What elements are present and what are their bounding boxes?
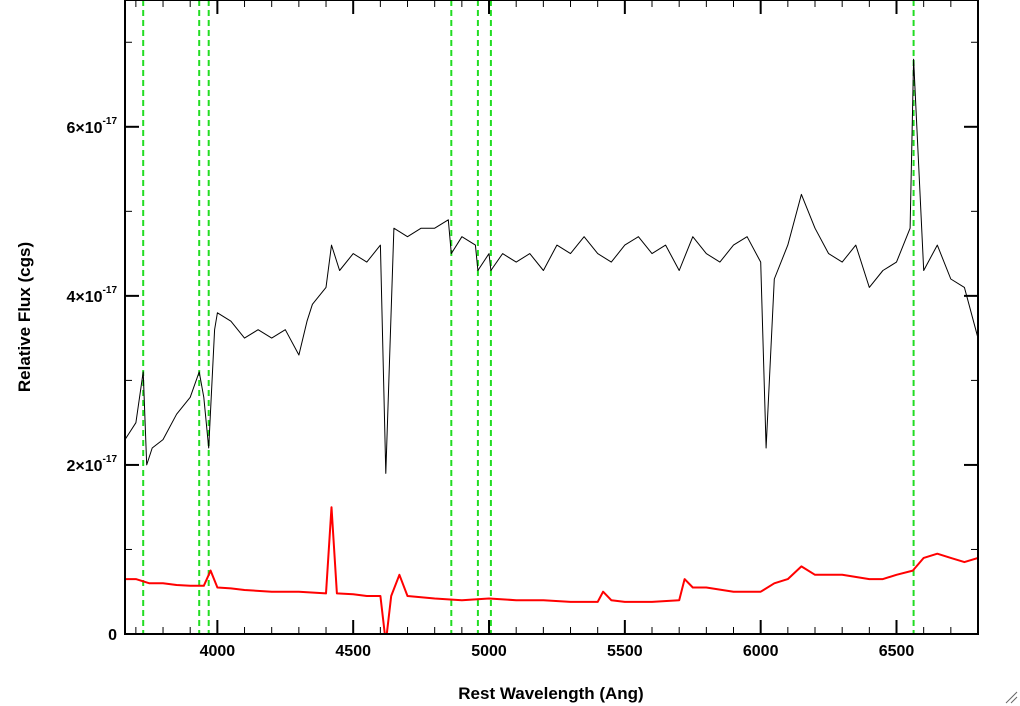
x-tick-label-4: 6000 — [743, 643, 779, 660]
x-tick-label-5: 6500 — [879, 643, 915, 660]
y-tick-label-0: 0 — [108, 627, 117, 644]
x-axis-label: Rest Wavelength (Ang) — [458, 684, 643, 703]
y-axis-label: Relative Flux (cgs) — [15, 242, 34, 392]
x-tick-labels: 4000 4500 5000 5500 6000 6500 — [200, 643, 915, 660]
series-line-0 — [125, 58, 978, 474]
resize-grip-icon[interactable] — [1004, 690, 1018, 704]
axis-ticks — [125, 0, 979, 635]
y-tick-label-2: 4×10-17 — [67, 285, 118, 306]
series-layer — [125, 58, 978, 634]
y-tick-label-1: 2×10-17 — [67, 454, 118, 475]
series-line-1 — [125, 506, 978, 634]
x-tick-label-3: 5500 — [607, 643, 643, 660]
x-tick-label-2: 5000 — [471, 643, 507, 660]
plot-frame — [124, 0, 979, 635]
y-tick-label-3: 6×10-17 — [67, 116, 118, 137]
x-tick-label-0: 4000 — [200, 643, 236, 660]
y-tick-labels: 0 2×10-17 4×10-17 6×10-17 — [67, 116, 118, 644]
x-tick-label-1: 4500 — [335, 643, 371, 660]
reference-lines — [142, 0, 915, 634]
